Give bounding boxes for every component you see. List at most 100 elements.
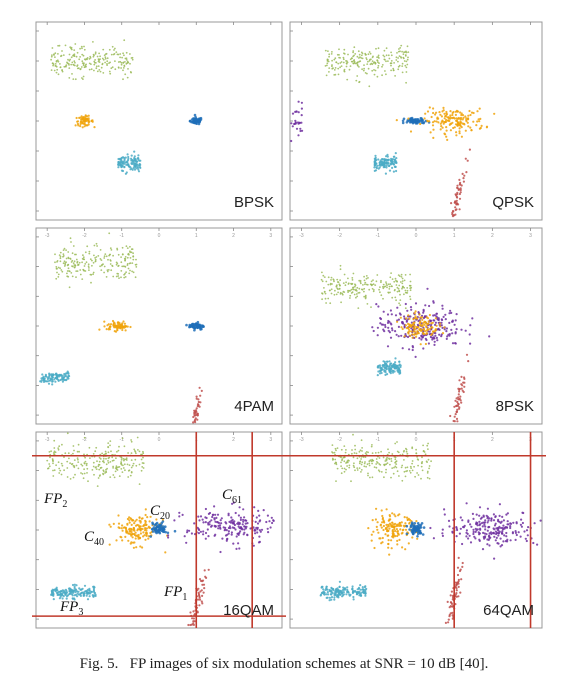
data-point <box>50 58 52 61</box>
data-point <box>326 62 329 65</box>
data-point <box>456 400 459 404</box>
data-point <box>298 121 301 124</box>
data-point <box>98 456 101 459</box>
data-point <box>363 462 366 465</box>
x-tick-label: 2 <box>491 233 494 239</box>
data-point <box>138 516 141 519</box>
cluster-orange <box>108 508 169 554</box>
data-point <box>423 117 426 120</box>
data-point <box>83 468 85 471</box>
data-point <box>449 309 452 312</box>
data-point <box>420 119 423 122</box>
data-point <box>422 316 425 320</box>
data-point <box>231 526 234 529</box>
data-point <box>343 445 346 447</box>
data-point <box>478 532 481 535</box>
data-point <box>412 118 415 122</box>
data-point <box>338 54 340 56</box>
data-point <box>233 523 236 527</box>
data-point <box>415 526 419 530</box>
data-point <box>351 291 354 294</box>
data-point <box>367 474 369 477</box>
data-point <box>469 324 472 327</box>
data-point <box>351 60 354 63</box>
data-point <box>405 317 408 320</box>
data-point <box>361 450 363 452</box>
data-point <box>362 69 365 72</box>
data-point <box>331 444 334 446</box>
data-point <box>415 121 419 124</box>
data-point <box>342 591 345 594</box>
data-point <box>362 284 364 286</box>
data-point <box>139 545 142 548</box>
data-point <box>119 60 122 63</box>
data-point <box>384 526 388 530</box>
data-point <box>73 583 76 586</box>
data-point <box>120 527 123 530</box>
data-point <box>432 111 435 115</box>
data-point <box>81 122 84 125</box>
data-point <box>149 515 152 518</box>
data-point <box>386 286 388 289</box>
data-point <box>108 232 111 235</box>
data-point <box>390 460 393 462</box>
data-point <box>354 285 356 288</box>
x-tick-label: -3 <box>299 437 304 443</box>
data-point <box>337 67 340 70</box>
data-point <box>423 451 426 453</box>
data-point <box>120 67 122 69</box>
data-point <box>401 119 405 123</box>
data-point <box>112 53 115 56</box>
data-point <box>83 590 86 593</box>
data-point <box>459 120 462 123</box>
data-point <box>346 61 349 64</box>
data-point <box>472 528 475 531</box>
data-point <box>120 459 123 461</box>
data-point <box>463 385 466 388</box>
data-point <box>455 131 458 134</box>
data-point <box>335 589 338 593</box>
data-point <box>446 138 449 141</box>
data-point <box>79 122 82 126</box>
data-point <box>229 527 232 530</box>
data-point <box>488 517 491 520</box>
data-point <box>385 73 387 76</box>
data-point <box>431 336 434 339</box>
data-point <box>193 613 196 616</box>
data-point <box>112 254 114 257</box>
data-point <box>424 342 427 346</box>
panel-16qam: -3-2-1012316QAM <box>32 431 286 629</box>
data-point <box>183 535 186 538</box>
data-point <box>398 363 401 366</box>
data-point <box>497 518 500 522</box>
data-point <box>408 330 411 333</box>
data-point <box>378 62 380 64</box>
data-point <box>193 411 196 415</box>
data-point <box>81 126 84 129</box>
data-point <box>101 452 103 455</box>
data-point <box>197 587 200 590</box>
data-point <box>433 120 436 123</box>
data-point <box>74 264 77 267</box>
data-point <box>195 397 198 400</box>
data-point <box>411 333 414 336</box>
data-point <box>258 529 261 532</box>
data-point <box>395 279 397 282</box>
data-point <box>61 376 64 379</box>
data-point <box>131 248 134 251</box>
data-point <box>130 528 133 532</box>
data-point <box>378 372 382 375</box>
data-point <box>41 373 44 376</box>
data-point <box>62 253 65 256</box>
data-point <box>445 113 448 116</box>
data-point <box>451 617 454 620</box>
data-point <box>381 536 384 540</box>
data-point <box>383 58 386 61</box>
data-point <box>57 448 60 451</box>
data-point <box>48 465 51 468</box>
x-tick-label: 3 <box>269 233 272 239</box>
data-point <box>461 519 464 522</box>
data-point <box>95 62 97 64</box>
data-point <box>79 592 82 595</box>
data-point <box>464 157 467 160</box>
